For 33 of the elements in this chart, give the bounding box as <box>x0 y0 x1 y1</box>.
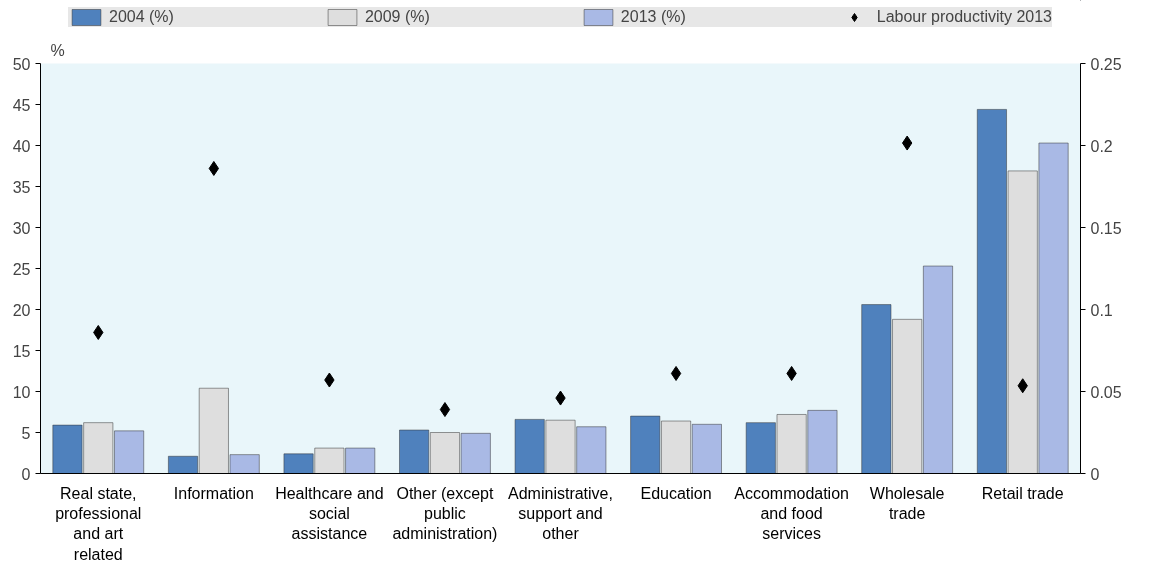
y-tick-label: 0 <box>21 465 31 483</box>
point <box>670 365 682 381</box>
y2-tick-label: 0.05 <box>1090 383 1122 401</box>
y-tick-label: 50 <box>12 55 31 73</box>
legend-label: 2013 (%) <box>620 8 686 26</box>
x-tick-label: Healthcare and social assistance <box>275 484 384 543</box>
x-tick-label: Information <box>173 484 254 502</box>
y-tick-label: 10 <box>12 383 31 401</box>
y-tick-label: 45 <box>12 96 31 114</box>
y-axis-title: % <box>50 41 65 59</box>
y-tick-label: 35 <box>12 178 31 196</box>
y-tick-label: 15 <box>12 342 31 360</box>
x-tick-label: Other (except public administration) <box>392 484 498 543</box>
y2-tick-label: 0.1 <box>1090 301 1113 319</box>
x-tick-label: Administrative, support and other <box>508 484 613 543</box>
legend-label: 2009 (%) <box>364 8 430 26</box>
y-tick-label: 25 <box>12 260 31 278</box>
y-tick-label: 20 <box>12 301 31 319</box>
y2-tick-label: 0.15 <box>1090 219 1122 237</box>
x-tick-label: Real state, professional and art related <box>55 484 142 563</box>
y-tick-label: 5 <box>21 424 31 442</box>
y2-tick-label: 0 <box>1090 465 1100 483</box>
legend-label: Labour productivity 2013 <box>876 8 1052 26</box>
x-tick-label: Wholesale trade <box>869 484 945 522</box>
y-tick-label: 40 <box>12 137 31 155</box>
x-tick-label: Education <box>640 484 712 502</box>
legend-label: 2004 (%) <box>109 8 174 26</box>
x-tick-label: Accommodation and food services <box>734 484 849 543</box>
y2-tick-label: 0.25 <box>1090 55 1122 73</box>
x-tick-label: Retail trade <box>981 484 1064 502</box>
y2-tick-label: 0.2 <box>1090 137 1113 155</box>
point <box>439 402 451 418</box>
y-tick-label: 30 <box>12 219 31 237</box>
